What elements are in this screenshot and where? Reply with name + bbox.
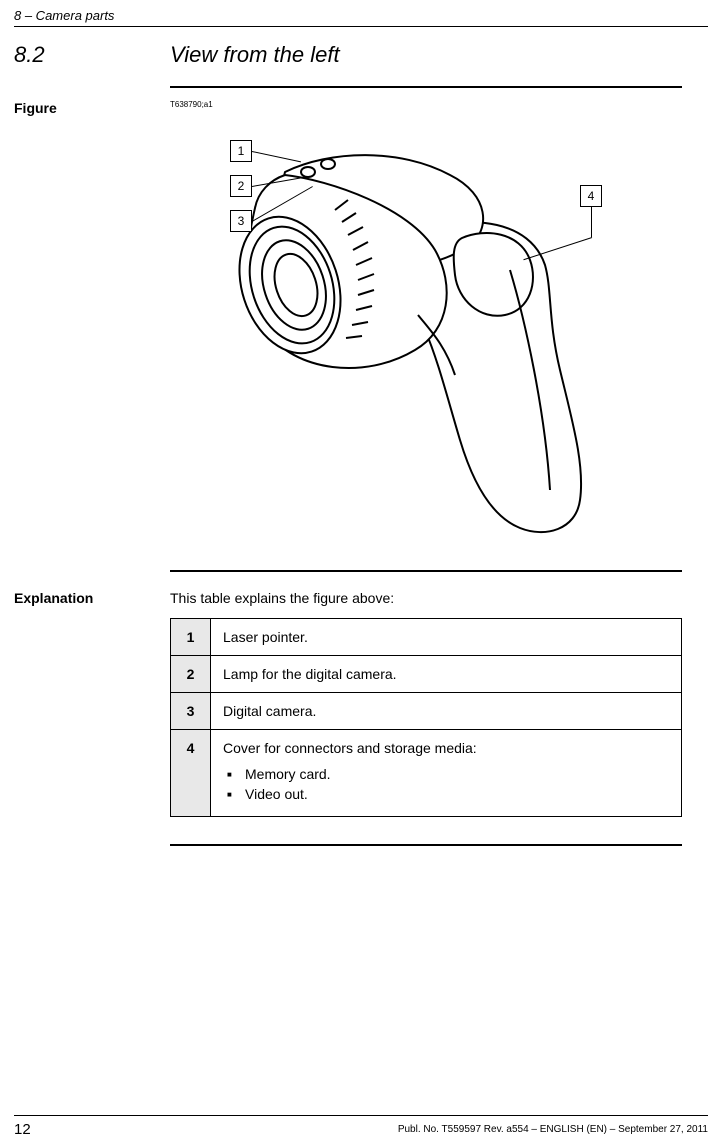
table-row: 4 Cover for connectors and storage media… [171,730,682,817]
figure-code: T638790;a1 [170,100,213,109]
callout-4-line-v [591,207,592,237]
row-text: Digital camera. [211,693,682,730]
page-number: 12 [14,1121,31,1138]
figure-label: Figure [14,100,57,116]
rule-mid [170,570,682,572]
list-item: Memory card. [227,766,669,782]
callout-2: 2 [230,175,252,197]
footer-text: Publ. No. T559597 Rev. a554 – ENGLISH (E… [398,1124,708,1135]
explanation-label: Explanation [14,590,93,606]
callout-4-label: 4 [588,189,595,203]
explanation-table: 1 Laser pointer. 2 Lamp for the digital … [170,618,682,817]
section-title: View from the left [170,42,340,68]
header-rule [14,26,708,27]
sub-list: Memory card. Video out. [223,766,669,802]
row-text-main: Cover for connectors and storage media: [223,740,477,756]
callout-4: 4 [580,185,602,207]
row-text: Lamp for the digital camera. [211,656,682,693]
rule-top [170,86,682,88]
rule-bottom [170,844,682,846]
callout-1: 1 [230,140,252,162]
table-row: 1 Laser pointer. [171,619,682,656]
figure-area: 1 2 3 4 [200,120,640,550]
table-row: 3 Digital camera. [171,693,682,730]
row-num: 1 [171,619,211,656]
row-text: Cover for connectors and storage media: … [211,730,682,817]
row-num: 2 [171,656,211,693]
chapter-header: 8 – Camera parts [14,8,114,23]
section-number: 8.2 [14,42,45,68]
callout-3-label: 3 [238,214,245,228]
row-text: Laser pointer. [211,619,682,656]
callout-3: 3 [230,210,252,232]
row-num: 3 [171,693,211,730]
explanation-intro: This table explains the figure above: [170,590,394,606]
list-item: Video out. [227,786,669,802]
row-num: 4 [171,730,211,817]
footer-rule [14,1115,708,1116]
callout-2-label: 2 [238,179,245,193]
table-row: 2 Lamp for the digital camera. [171,656,682,693]
callout-1-label: 1 [238,144,245,158]
